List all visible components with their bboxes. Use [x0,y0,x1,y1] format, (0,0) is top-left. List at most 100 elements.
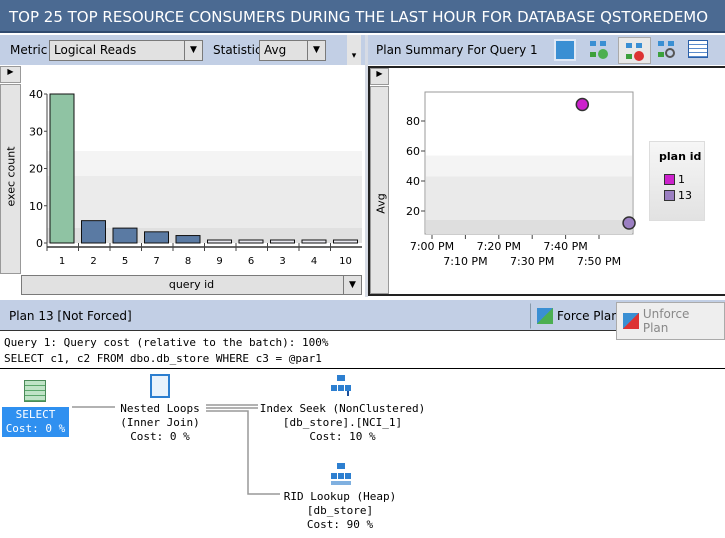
chevron-down-icon: ▼ [184,41,202,60]
query-sql-line: SELECT c1, c2 FROM dbo.db_store WHERE c3… [4,352,322,365]
index-seek-node[interactable]: Index Seek (NonClustered) [db_store].[NCI… [255,402,430,444]
right-toolbar: Plan Summary For Query 1 [368,35,725,65]
rid-lookup-node[interactable]: RID Lookup (Heap) [db_store] Cost: 90 % [270,490,410,532]
x-tick-label: 1 [59,256,65,267]
expand-button[interactable]: ▶ [370,68,389,85]
x-tick-label: 5 [122,256,128,267]
x-tick-label: 9 [216,256,222,267]
legend-title: plan id [659,150,702,163]
expand-button[interactable]: ▶ [0,66,21,83]
bar-chart: 0 10 20 30 40 1 2 5 7 8 9 6 3 4 10 [29,88,362,267]
left-toolbar: Metric Logical Reads ▼ Statistic Avg ▼ ▾ [0,35,365,65]
force-plan-icon [537,308,553,324]
y-axis-field[interactable]: Avg [370,86,389,294]
y-tick-label: 80 [406,115,420,128]
plan-summary-title: Plan Summary For Query 1 [376,43,538,57]
nested-loops-node[interactable]: Nested Loops (Inner Join) Cost: 0 % [100,402,220,444]
y-tick-label: 10 [29,200,43,213]
bar [144,231,169,244]
rid-lookup-icon [330,462,352,486]
bar [49,93,75,244]
y-tick-label: 60 [406,145,420,158]
x-tick-label: 7:00 PM [410,240,454,253]
grid-view-icon[interactable] [688,40,708,58]
unforce-plan-label: Unforce Plan [642,307,690,335]
metric-label: Metric [10,43,48,57]
bar [238,239,264,244]
node-label: SELECT [15,408,56,421]
refresh-icon[interactable] [554,39,576,61]
statistic-select[interactable]: Avg ▼ [259,40,326,61]
y-tick-label: 30 [29,125,43,138]
bar [301,239,327,244]
bar [81,220,106,244]
node-label: RID Lookup (Heap) [283,490,397,503]
node-cost: Cost: 90 % [306,518,374,531]
divider [0,368,725,369]
node-label: Nested Loops [120,402,200,415]
nested-loops-icon [150,374,170,398]
unforce-plan-button[interactable]: Unforce Plan [616,302,725,340]
bar [270,239,295,244]
y-tick-label: 20 [29,163,43,176]
query-cost-line: Query 1: Query cost (relative to the bat… [4,336,329,349]
legend-item: 1 [664,173,704,186]
legend-item: 13 [664,189,704,202]
y-axis-label: exec count [4,146,18,207]
y-tick-label: 20 [406,205,420,218]
x-axis-label: query id [168,278,215,291]
x-tick-label: 7:10 PM [443,255,487,268]
scatter-chart: 20 40 60 80 7:00 PM 7:20 PM 7:40 PM 7:10 PM 7:30… [406,91,636,268]
metric-select[interactable]: Logical Reads ▼ [49,40,203,61]
chevron-down-icon: ▼ [343,276,361,295]
legend-swatch [664,174,675,185]
select-node-icon [24,380,46,402]
y-tick-label: 40 [406,175,420,188]
legend-label: 1 [678,173,685,186]
x-axis-field[interactable]: query id ▼ [21,275,362,295]
unforce-plan-icon[interactable] [618,37,651,64]
x-tick-label: 4 [311,256,317,267]
x-tick-label: 7:20 PM [477,240,521,253]
statistic-label: Statistic [213,43,262,57]
node-label: Index Seek (NonClustered) [259,402,426,415]
query-text: Query 1: Query cost (relative to the bat… [4,335,329,367]
node-cost: Cost: 0 % [130,430,190,443]
plan-summary-chart: ▶ Avg [368,66,725,296]
unforce-plan-icon [623,313,639,329]
node-subtitle: [db_store].[NCI_1] [282,416,403,429]
x-tick-label: 7:40 PM [543,240,587,253]
splitter[interactable] [365,35,368,297]
x-tick-label: 2 [90,256,96,267]
x-tick-label: 8 [185,256,191,267]
chevron-down-icon: ▼ [307,41,325,60]
node-cost: Cost: 0 % [5,422,66,435]
y-axis-label: Avg [374,193,388,214]
compare-plans-icon[interactable] [656,39,678,61]
force-plan-icon[interactable] [588,39,610,61]
index-seek-icon [330,374,352,398]
data-point [575,97,590,112]
bar [333,239,358,244]
plan-connectors [72,404,280,495]
force-plan-label: Force Plan [557,309,619,323]
data-point [622,216,636,230]
x-tick-label: 7 [153,256,159,267]
legend-swatch [664,190,675,201]
bar [112,227,138,244]
x-tick-label: 3 [279,256,285,267]
window-title: TOP 25 TOP RESOURCE CONSUMERS DURING THE… [0,0,725,33]
node-subtitle: [db_store] [306,504,374,517]
x-tick-label: 7:30 PM [510,255,554,268]
legend: plan id 1 13 [649,141,705,221]
overflow-button[interactable]: ▾ [347,35,361,65]
x-tick-label: 10 [339,256,352,267]
y-tick-label: 40 [29,88,43,101]
node-cost: Cost: 10 % [309,430,376,443]
force-plan-button[interactable]: Force Plan [530,303,626,329]
select-node[interactable]: SELECT Cost: 0 % [2,407,69,437]
plan-title: Plan 13 [Not Forced] [9,309,132,323]
y-axis-field[interactable]: exec count [0,84,21,274]
x-tick-label: 7:50 PM [577,255,621,268]
background-band [426,220,632,234]
